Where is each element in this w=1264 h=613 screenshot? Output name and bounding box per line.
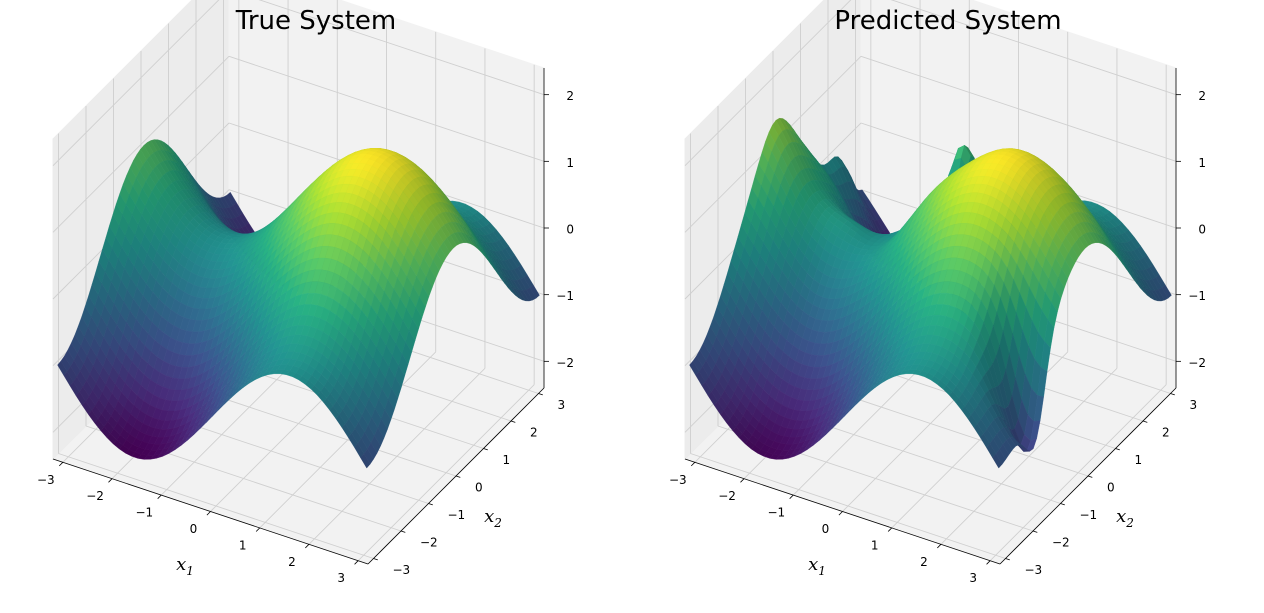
surface-facet <box>360 453 371 469</box>
x-tick-mark <box>354 560 359 565</box>
grid-line-y <box>690 453 1006 559</box>
x-tick-label: −1 <box>135 506 153 520</box>
x-axis-label: x1 <box>176 554 194 578</box>
y-tick-mark <box>400 530 406 533</box>
x-tick-label: 3 <box>337 571 345 585</box>
y-tick-label: 1 <box>503 453 511 467</box>
x-tick-label: −3 <box>37 473 55 487</box>
y-tick-label: −2 <box>420 536 438 550</box>
x-tick-label: 0 <box>190 522 198 536</box>
y-tick-label: −3 <box>393 563 411 577</box>
x-tick-label: −2 <box>86 489 104 503</box>
chart-title: True System <box>235 6 397 36</box>
y-tick-mark <box>538 393 543 396</box>
y-tick-label: 3 <box>558 398 566 412</box>
grid-line-z <box>890 0 1177 96</box>
z-tick-label: −2 <box>556 356 574 370</box>
grid-line-y <box>58 453 374 559</box>
x-tick-mark <box>305 544 310 549</box>
surface-plot-true-system: −3 −2 −1 0 1 2 3 −3 −2 −1 0 1 2 3 −2 −1 0 1 2 x1 x2 <box>37 0 574 585</box>
grid-line-z <box>860 55 1177 162</box>
z-tick-label: −1 <box>556 289 574 303</box>
z-tick-label: 1 <box>566 156 574 170</box>
x-tick-mark <box>157 494 162 499</box>
x-tick-label: 2 <box>288 555 296 569</box>
y-tick-mark <box>510 420 516 423</box>
grid-line-z <box>52 56 230 233</box>
y-axis-label: x2 <box>484 506 502 530</box>
y-tick-label: 2 <box>530 426 538 440</box>
x-tick-mark <box>58 461 64 467</box>
x-tick-mark <box>255 527 261 532</box>
grid-line-z <box>228 55 545 162</box>
grid-line-z <box>684 0 852 166</box>
y-tick-label: −1 <box>448 508 466 522</box>
x-tick-label: 1 <box>239 538 247 552</box>
y-tick-mark <box>428 503 433 506</box>
tick-marks: −3 −2 −1 0 1 2 3 −3 −2 −1 0 1 2 3 −2 −1 0 1 2 <box>37 89 574 585</box>
grid-line-z <box>258 0 545 96</box>
z-tick-label: 2 <box>566 89 574 103</box>
chart-panel-predicted-system: −3 −2 −1 0 1 2 3 −3 −2 −1 0 1 2 3 −2 −1 0 1 2 x1 x2 Predicte… <box>632 0 1264 613</box>
x-tick-mark <box>108 478 113 483</box>
y-tick-mark <box>483 448 488 451</box>
y-tick-mark <box>455 475 461 478</box>
y-tick-label: 0 <box>475 481 483 495</box>
x-tick-mark <box>206 511 211 516</box>
chart-panel-true-system: −3 −2 −1 0 1 2 3 −3 −2 −1 0 1 2 3 −2 −1 0 1 2 x1 x2 True Sys… <box>37 0 574 585</box>
y-tick-mark <box>373 558 378 561</box>
z-tick-label: 0 <box>566 223 574 237</box>
grid-line-z <box>52 0 220 166</box>
surface-mesh <box>57 139 540 469</box>
surface-mesh <box>689 117 1172 469</box>
